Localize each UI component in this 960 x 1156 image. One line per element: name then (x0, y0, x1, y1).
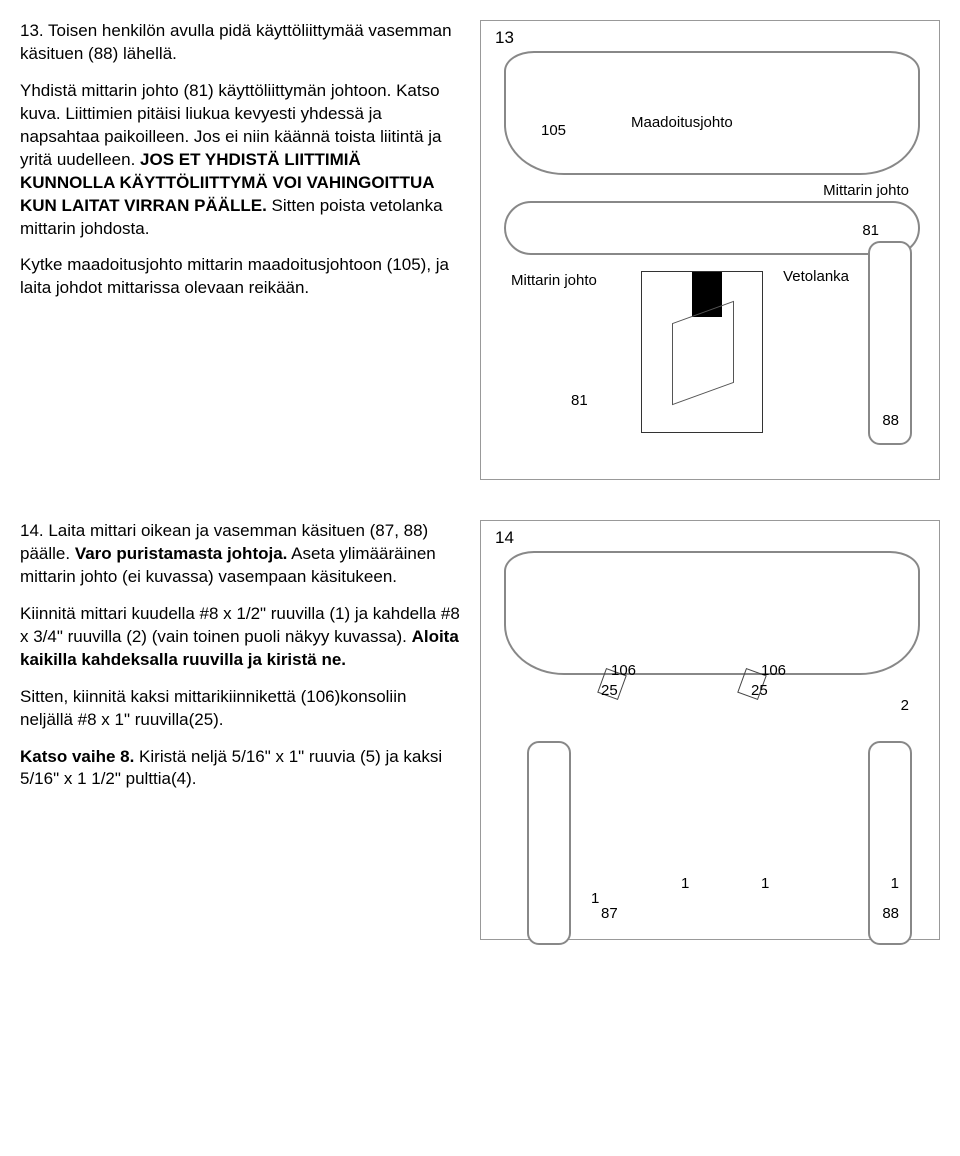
fig13-number: 13 (495, 27, 514, 50)
label-vetolanka: Vetolanka (783, 267, 849, 287)
label-106a: 106 (611, 661, 636, 681)
dashboard-lower-illustration (504, 201, 920, 255)
label-88-14: 88 (882, 904, 899, 924)
step-14-text: 14. Laita mittari oikean ja vasemman käs… (20, 520, 460, 940)
left-handrest-illustration (527, 741, 571, 945)
step-14-section: 14. Laita mittari oikean ja vasemman käs… (20, 520, 940, 940)
step-13-section: 13. Toisen henkilön avulla pidä käyttöli… (20, 20, 940, 480)
step14-para4: Katso vaihe 8. Kiristä neljä 5/16" x 1" … (20, 746, 460, 792)
step14-p4a: Katso vaihe 8. (20, 747, 134, 766)
label-mittarin-johto-1: Mittarin johto (823, 181, 909, 201)
label-1a: 1 (591, 889, 599, 909)
step13-para3: Kytke maadoitusjohto mittarin maadoitusj… (20, 254, 460, 300)
label-105: 105 (541, 121, 566, 141)
label-25a: 25 (601, 681, 618, 701)
step13-para1: 13. Toisen henkilön avulla pidä käyttöli… (20, 20, 460, 66)
label-1b: 1 (681, 874, 689, 894)
dashboard-illustration-14 (504, 551, 920, 675)
label-2: 2 (901, 696, 909, 716)
step14-p2a: Kiinnitä mittari kuudella #8 x 1/2" ruuv… (20, 604, 460, 646)
label-mittarin-johto-2: Mittarin johto (511, 271, 597, 291)
label-81b: 81 (571, 391, 588, 411)
step14-para3: Sitten, kiinnitä kaksi mittarikiinnikett… (20, 686, 460, 732)
label-81: 81 (862, 221, 879, 241)
fig14-number: 14 (495, 527, 514, 550)
label-1c: 1 (761, 874, 769, 894)
step13-para2: Yhdistä mittarin johto (81) käyttöliitty… (20, 80, 460, 241)
label-106b: 106 (761, 661, 786, 681)
label-88: 88 (882, 411, 899, 431)
label-87: 87 (601, 904, 618, 924)
label-25b: 25 (751, 681, 768, 701)
step14-p1b: Varo puristamasta johtoja. (75, 544, 288, 563)
connector-illustration (672, 301, 734, 406)
label-maadoitusjohto: Maadoitusjohto (631, 113, 733, 133)
step-13-figure: 13 105 Maadoitusjohto Mittarin johto 81 … (480, 20, 940, 480)
connector-inset (641, 271, 763, 433)
step-13-text: 13. Toisen henkilön avulla pidä käyttöli… (20, 20, 460, 480)
label-1d: 1 (891, 874, 899, 894)
step14-para2: Kiinnitä mittari kuudella #8 x 1/2" ruuv… (20, 603, 460, 672)
step-14-figure: 14 106 25 106 25 2 1 1 1 1 87 88 (480, 520, 940, 940)
step14-para1: 14. Laita mittari oikean ja vasemman käs… (20, 520, 460, 589)
